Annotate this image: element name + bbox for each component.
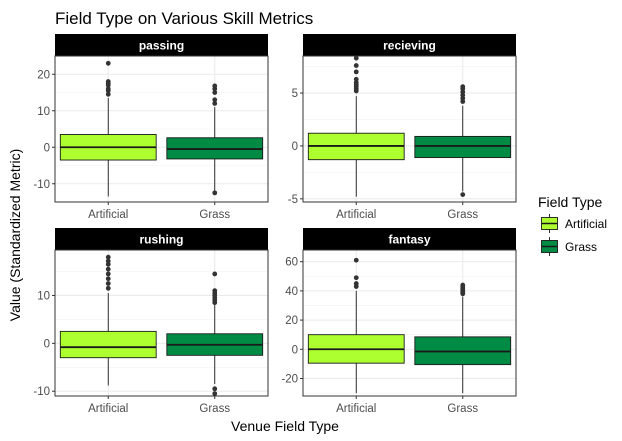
legend-label: Artificial	[565, 217, 607, 231]
strip-label: fantasy	[388, 233, 430, 247]
outlier-point	[212, 90, 218, 95]
outlier-point	[460, 192, 466, 197]
chart-title: Field Type on Various Skill Metrics	[55, 9, 313, 28]
box-artificial	[59, 254, 157, 386]
strip-label: recieving	[383, 39, 436, 53]
outlier-point	[212, 391, 218, 397]
y-tick-label: 0	[292, 141, 298, 153]
outlier-point	[353, 63, 359, 68]
legend-title: Field Type	[538, 194, 603, 210]
strip-label: passing	[139, 39, 184, 53]
outlier-point	[105, 254, 111, 260]
y-tick-label: 0	[292, 344, 298, 356]
panel-border	[302, 249, 517, 397]
facet-panel-recieving: recieving -5 0 5 Artificial Grass	[288, 34, 517, 221]
x-tick-label: Grass	[447, 209, 478, 221]
outlier-point	[353, 281, 359, 286]
y-tick-label: 60	[285, 257, 298, 269]
outlier-point	[105, 281, 111, 286]
outlier-point	[105, 258, 111, 264]
strip-background	[303, 34, 516, 56]
outlier-point	[212, 271, 218, 277]
y-tick-label: 10	[37, 290, 50, 302]
facet-panels: passing -10 0 10 20 Artificial Grass recieving -…	[33, 34, 517, 415]
y-tick-label: 10	[37, 106, 50, 118]
panel-background	[303, 250, 516, 396]
panel-background	[55, 250, 268, 396]
y-tick-label: 40	[285, 286, 298, 298]
x-tick-label: Artificial	[88, 403, 128, 415]
strip-label: rushing	[140, 233, 184, 247]
outlier-point	[353, 69, 359, 75]
panel-background	[303, 56, 516, 202]
box-body	[59, 330, 157, 359]
box-grass	[414, 84, 512, 197]
legend-item-grass: Grass	[540, 237, 597, 256]
x-tick-label: Artificial	[336, 209, 376, 221]
box-artificial	[307, 257, 405, 394]
box-artificial	[59, 60, 157, 197]
y-tick-label: -10	[33, 386, 50, 398]
box-body	[414, 135, 512, 159]
y-tick-label: 20	[37, 69, 50, 81]
box-grass	[414, 282, 512, 394]
panel-border	[54, 55, 269, 203]
x-tick-label: Grass	[447, 403, 478, 415]
facet-panel-passing: passing -10 0 10 20 Artificial Grass	[33, 34, 269, 221]
outlier-point	[212, 288, 218, 294]
outlier-point	[460, 84, 466, 90]
legend-item-artificial: Artificial	[540, 214, 607, 233]
y-tick-label: 20	[285, 315, 298, 327]
y-tick-label: -20	[281, 373, 298, 385]
outlier-point	[105, 91, 111, 97]
outlier-point	[105, 79, 111, 84]
x-tick-label: Artificial	[336, 403, 376, 415]
x-tick-label: Artificial	[88, 209, 128, 221]
y-tick-label: 0	[44, 142, 50, 154]
outlier-point	[212, 190, 218, 196]
x-tick-label: Grass	[199, 403, 230, 415]
box-grass	[166, 83, 264, 196]
outlier-point	[105, 276, 111, 282]
legend: Field Type Artificial Grass	[538, 194, 607, 256]
strip-background	[303, 228, 516, 250]
outlier-point	[212, 101, 218, 106]
facet-panel-rushing: rushing -10 0 10 Artificial Grass	[33, 228, 269, 415]
outlier-point	[212, 83, 218, 89]
panel-border	[54, 249, 269, 397]
outlier-point	[105, 60, 111, 66]
panel-border	[302, 55, 517, 203]
outlier-point	[105, 266, 111, 272]
outlier-point	[212, 97, 218, 103]
y-tick-label: -10	[33, 179, 50, 191]
box-grass	[166, 271, 264, 397]
strip-background	[55, 34, 268, 56]
outlier-point	[105, 261, 111, 267]
x-axis-title: Venue Field Type	[231, 418, 339, 434]
y-tick-label: -5	[288, 194, 298, 206]
outlier-point	[353, 55, 359, 61]
legend-label: Grass	[565, 240, 597, 254]
outlier-point	[105, 86, 111, 92]
outlier-point	[353, 76, 359, 82]
outlier-point	[460, 282, 466, 288]
outlier-point	[105, 285, 111, 291]
outlier-point	[212, 386, 218, 392]
outlier-point	[105, 271, 111, 277]
outlier-point	[353, 257, 359, 263]
box-artificial	[307, 55, 405, 197]
y-axis-title: Value (Standardized Metric)	[7, 149, 23, 321]
x-tick-label: Grass	[199, 209, 230, 221]
facet-panel-fantasy: fantasy -20 0 20 40 60 Artificial Grass	[281, 228, 517, 415]
y-tick-label: 0	[44, 338, 50, 350]
strip-background	[55, 228, 268, 250]
outlier-point	[353, 275, 359, 281]
y-tick-label: 5	[292, 88, 298, 100]
